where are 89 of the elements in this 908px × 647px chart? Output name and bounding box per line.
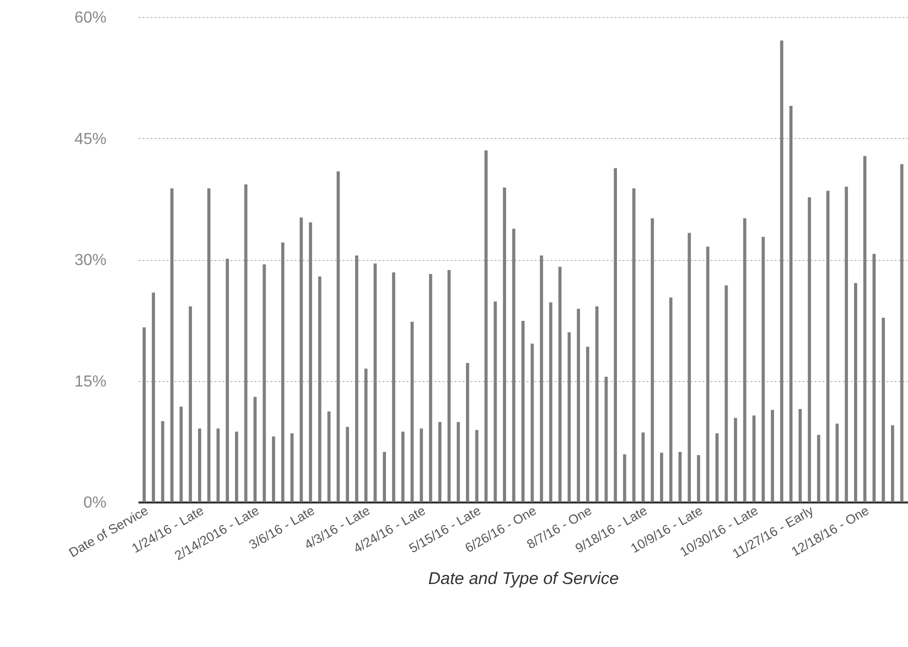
bar <box>466 362 470 502</box>
y-tick-label: 30% <box>74 252 106 269</box>
bar <box>161 421 164 502</box>
bar <box>863 156 866 502</box>
bar <box>475 430 478 502</box>
bar <box>456 422 460 502</box>
bar <box>318 276 322 502</box>
bar <box>438 422 442 502</box>
bar <box>826 190 830 502</box>
bar <box>226 258 229 502</box>
y-tick-label: 0% <box>83 494 106 512</box>
bar <box>844 186 848 502</box>
bar <box>300 217 303 502</box>
bar <box>142 327 146 502</box>
bar <box>521 320 525 502</box>
bar <box>595 306 598 502</box>
bar <box>789 106 793 502</box>
bar <box>650 218 654 502</box>
bar <box>336 171 340 502</box>
bar <box>706 246 710 502</box>
bar <box>642 432 645 502</box>
bar <box>549 302 552 502</box>
bar <box>410 322 414 502</box>
bar <box>724 285 728 502</box>
bar <box>448 270 451 502</box>
x-axis-title: Date and Type of Service <box>428 569 619 588</box>
bar <box>152 292 155 502</box>
bar <box>198 428 202 502</box>
y-tick-label: 60% <box>74 10 106 26</box>
bar <box>762 236 765 502</box>
bar <box>752 416 756 502</box>
bar <box>216 428 220 502</box>
bar <box>494 302 497 502</box>
bar <box>660 452 664 502</box>
bar <box>540 255 544 502</box>
bar <box>235 432 238 502</box>
bar <box>900 164 904 502</box>
bar <box>290 433 294 502</box>
bar <box>586 346 590 502</box>
y-tick-label: 45% <box>74 130 106 148</box>
bar <box>770 410 774 502</box>
bar <box>180 406 183 502</box>
bar <box>678 452 682 502</box>
bar <box>688 232 691 502</box>
bar <box>632 188 636 502</box>
bar <box>669 297 672 502</box>
bar <box>696 455 700 502</box>
bar <box>576 308 580 502</box>
bar <box>308 222 312 502</box>
bar <box>170 188 174 502</box>
bar <box>512 228 516 502</box>
bar <box>808 197 811 502</box>
bar <box>836 424 839 502</box>
bar <box>568 332 571 502</box>
y-tick-label: 15% <box>74 373 106 390</box>
bar <box>623 454 626 502</box>
bar <box>798 409 802 502</box>
bar <box>346 426 350 502</box>
bar <box>327 411 331 502</box>
bar <box>244 184 248 502</box>
bar <box>604 376 608 502</box>
bar <box>262 264 266 502</box>
bar <box>872 254 876 502</box>
bar <box>420 428 423 502</box>
bar <box>207 188 210 502</box>
bar <box>734 418 738 502</box>
bar <box>530 344 534 502</box>
bar <box>188 306 192 502</box>
bar <box>272 436 276 502</box>
bar <box>715 433 719 502</box>
bar <box>281 242 284 502</box>
bar <box>382 452 386 502</box>
bar <box>253 396 257 502</box>
bar <box>558 266 562 502</box>
bar <box>401 432 404 502</box>
bar <box>392 272 396 502</box>
bar <box>429 274 432 502</box>
bar <box>817 434 820 502</box>
bar <box>614 168 617 502</box>
bar <box>854 282 858 502</box>
bar <box>882 318 885 502</box>
bar <box>355 255 358 502</box>
bar <box>484 150 488 502</box>
bar <box>374 264 377 502</box>
bar <box>891 425 894 502</box>
bar <box>364 368 368 502</box>
bar <box>502 188 506 502</box>
bar <box>743 218 746 502</box>
bar <box>780 40 784 502</box>
